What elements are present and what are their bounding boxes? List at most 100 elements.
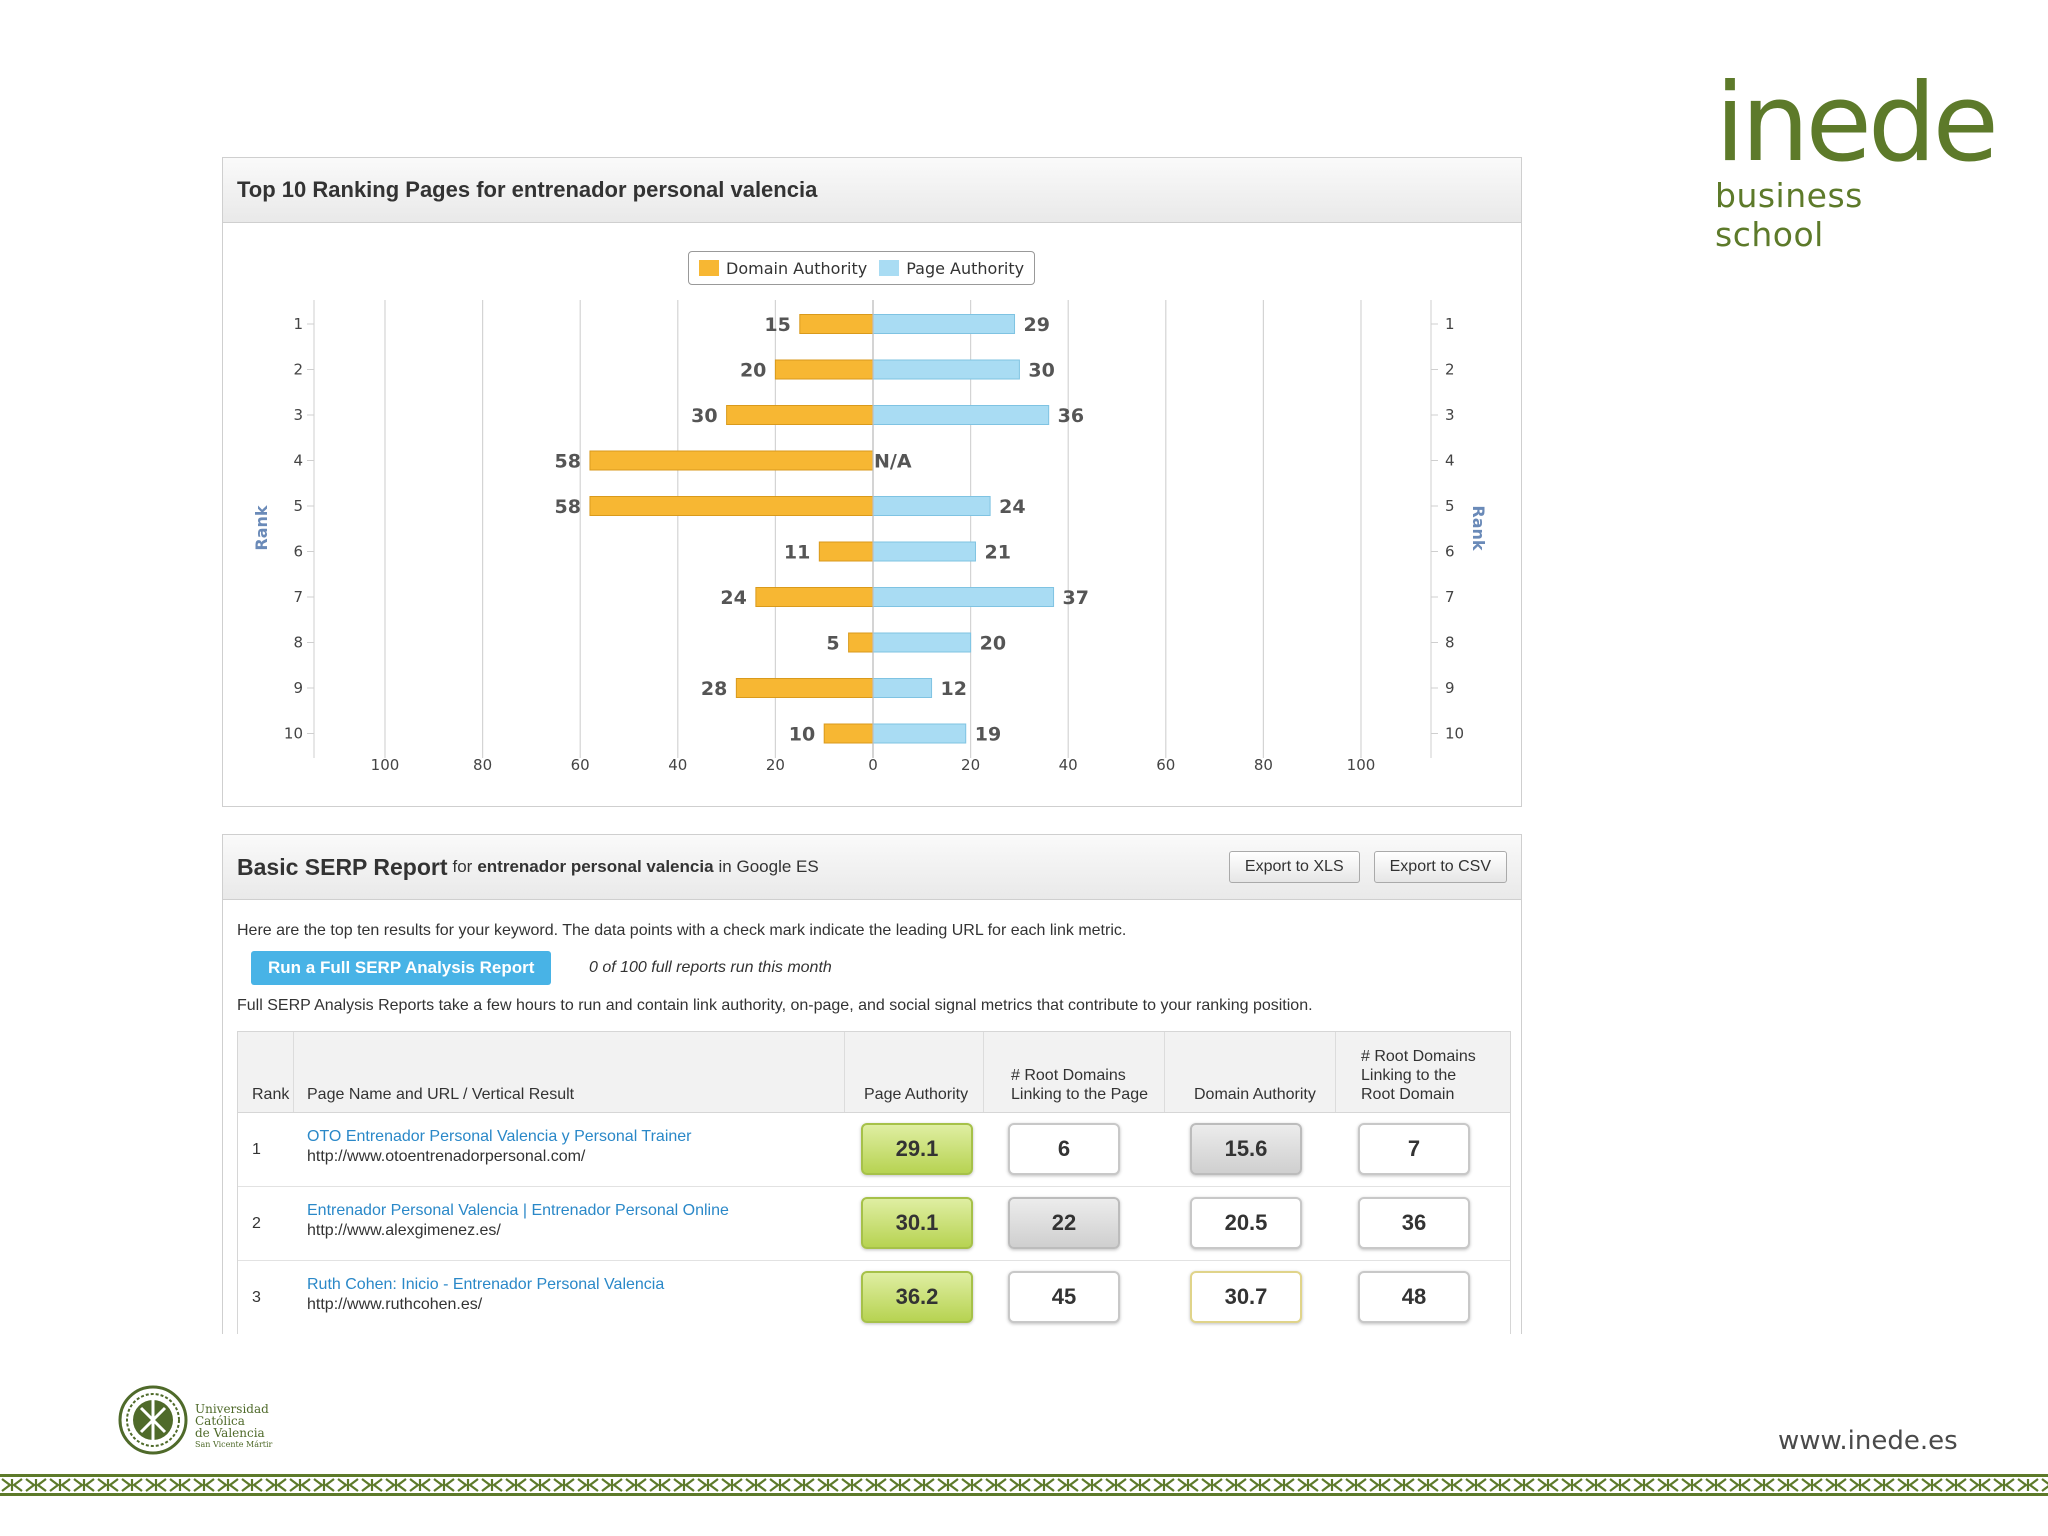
- domain-authority-value: 15.6: [1190, 1123, 1302, 1175]
- root-domains-root-value: 48: [1358, 1271, 1470, 1323]
- serp-analysis-note: Full SERP Analysis Reports take a few ho…: [237, 997, 1313, 1014]
- x-tick-label: 100: [371, 756, 400, 774]
- y-tick-label-left: 2: [293, 361, 303, 379]
- export-xls-button[interactable]: Export to XLS: [1228, 851, 1360, 883]
- x-tick-label: 100: [1347, 756, 1376, 774]
- bar-page-authority: [872, 314, 1016, 334]
- x-tick-label: 80: [473, 756, 492, 774]
- y-tick-label-right: 2: [1445, 361, 1455, 379]
- serp-table: Rank Page Name and URL / Vertical Result…: [237, 1031, 1511, 1334]
- col-header-line: Linking to the Page: [1011, 1086, 1148, 1103]
- run-full-serp-button[interactable]: Run a Full SERP Analysis Report: [251, 951, 552, 985]
- y-tick-label-left: 8: [293, 634, 303, 652]
- bar-page-authority: [872, 496, 991, 516]
- y-tick-label-left: 1: [293, 315, 303, 333]
- y-tick-label-right: 6: [1445, 543, 1455, 561]
- website-url: www.inede.es: [1778, 1426, 1958, 1456]
- bar-page-authority: [872, 587, 1055, 607]
- legend-item-page-authority[interactable]: Page Authority: [879, 259, 1024, 278]
- chart-legend: Domain Authority Page Authority: [688, 251, 1036, 285]
- bar-page-authority: [872, 359, 1020, 380]
- export-csv-button[interactable]: Export to CSV: [1373, 851, 1507, 883]
- col-header-rank[interactable]: Rank: [252, 1086, 290, 1103]
- y-tick-label-left: 9: [293, 679, 303, 697]
- data-label-page-authority: 29: [1024, 314, 1050, 336]
- legend-swatch-page-authority: [879, 260, 900, 276]
- column-divider: [1164, 1032, 1165, 1112]
- result-title-link[interactable]: Ruth Cohen: Inicio - Entrenador Personal…: [307, 1276, 665, 1293]
- col-header-root-domains-root[interactable]: # Root Domains Linking to the Root Domai…: [1361, 1047, 1476, 1104]
- run-quota-note: 0 of 100 full reports run this month: [589, 959, 832, 976]
- data-label-page-authority: 19: [975, 724, 1001, 746]
- x-tick-label: 20: [961, 756, 980, 774]
- page-authority-value: 29.1: [861, 1123, 973, 1175]
- serp-title-for: for: [452, 857, 473, 876]
- col-header-page-authority[interactable]: Page Authority: [864, 1086, 969, 1103]
- data-label-page-authority: 12: [941, 678, 967, 700]
- result-url: http://www.ruthcohen.es/: [307, 1296, 483, 1313]
- data-label-page-authority: 37: [1063, 587, 1089, 609]
- data-label-domain-authority: 15: [764, 314, 790, 336]
- bar-domain-authority: [755, 587, 874, 607]
- bar-page-authority: [872, 541, 976, 562]
- bar-domain-authority: [799, 314, 874, 334]
- university-seal-icon: [118, 1385, 188, 1455]
- col-header-line: # Root Domains: [1011, 1067, 1126, 1084]
- y-axis-title-right: Rank: [1469, 505, 1488, 551]
- column-divider: [844, 1032, 845, 1112]
- data-label-domain-authority: 58: [555, 496, 581, 518]
- bar-domain-authority: [726, 405, 874, 425]
- bar-domain-authority: [774, 359, 874, 380]
- data-label-domain-authority: 11: [784, 542, 810, 564]
- bar-page-authority: [872, 678, 933, 698]
- serp-table-header: Rank Page Name and URL / Vertical Result…: [238, 1032, 1510, 1113]
- table-row: 3 Ruth Cohen: Inicio - Entrenador Person…: [238, 1261, 1510, 1334]
- col-header-line: Root Domain: [1361, 1086, 1455, 1103]
- data-label-page-authority: 36: [1058, 405, 1084, 427]
- col-header-domain-authority[interactable]: Domain Authority: [1194, 1086, 1316, 1103]
- data-label-page-authority: N/A: [874, 451, 912, 473]
- result-title-link[interactable]: Entrenador Personal Valencia | Entrenado…: [307, 1202, 729, 1219]
- legend-item-domain-authority[interactable]: Domain Authority: [699, 259, 867, 278]
- university-name: Universidad Católica de Valencia San Vic…: [195, 1403, 272, 1451]
- y-tick-label-left: 5: [293, 497, 303, 515]
- y-tick-label-right: 5: [1445, 497, 1455, 515]
- page-authority-value: 30.1: [861, 1197, 973, 1249]
- serp-keyword: entrenador personal valencia: [477, 857, 714, 876]
- result-url: http://www.otoentrenadorpersonal.com/: [307, 1148, 586, 1165]
- data-label-domain-authority: 20: [740, 360, 766, 382]
- data-label-domain-authority: 58: [555, 451, 581, 473]
- chart-panel-title: Top 10 Ranking Pages for entrenador pers…: [237, 177, 818, 202]
- y-tick-label-left: 10: [284, 725, 303, 743]
- result-title-link[interactable]: OTO Entrenador Personal Valencia y Perso…: [307, 1128, 692, 1145]
- x-tick-label: 40: [1059, 756, 1078, 774]
- root-domains-page-value: 22: [1008, 1197, 1120, 1249]
- y-tick-label-right: 4: [1445, 452, 1455, 470]
- border-pattern-group: [0, 1474, 2048, 1496]
- inede-logo: inede business school: [1715, 61, 1999, 255]
- root-domains-root-value: 7: [1358, 1123, 1470, 1175]
- y-tick-label-right: 7: [1445, 588, 1455, 606]
- root-domains-page-value: 45: [1008, 1271, 1120, 1323]
- x-tick-label: 60: [1156, 756, 1175, 774]
- bar-domain-authority: [848, 632, 874, 653]
- chart-panel-header: Top 10 Ranking Pages for entrenador pers…: [223, 158, 1521, 223]
- domain-authority-value: 20.5: [1190, 1197, 1302, 1249]
- legend-label-page-authority: Page Authority: [906, 258, 1025, 278]
- y-tick-label-right: 3: [1445, 406, 1455, 424]
- data-label-domain-authority: 10: [789, 724, 815, 746]
- serp-report-panel: Basic SERP Report for entrenador persona…: [222, 834, 1522, 1334]
- x-tick-label: 60: [571, 756, 590, 774]
- y-tick-label-left: 6: [293, 543, 303, 561]
- y-tick-label-left: 3: [293, 406, 303, 424]
- ranking-chart-panel: Top 10 Ranking Pages for entrenador pers…: [222, 157, 1522, 807]
- bar-domain-authority: [735, 678, 874, 698]
- data-label-page-authority: 21: [984, 542, 1010, 564]
- brand-name: inede: [1715, 61, 1999, 186]
- brand-tagline: business school: [1715, 176, 1863, 254]
- university-line: Universidad: [195, 1402, 269, 1416]
- serp-panel-header: Basic SERP Report for entrenador persona…: [223, 835, 1521, 900]
- col-header-page[interactable]: Page Name and URL / Vertical Result: [307, 1086, 575, 1103]
- col-header-root-domains-page[interactable]: # Root Domains Linking to the Page: [1011, 1066, 1148, 1104]
